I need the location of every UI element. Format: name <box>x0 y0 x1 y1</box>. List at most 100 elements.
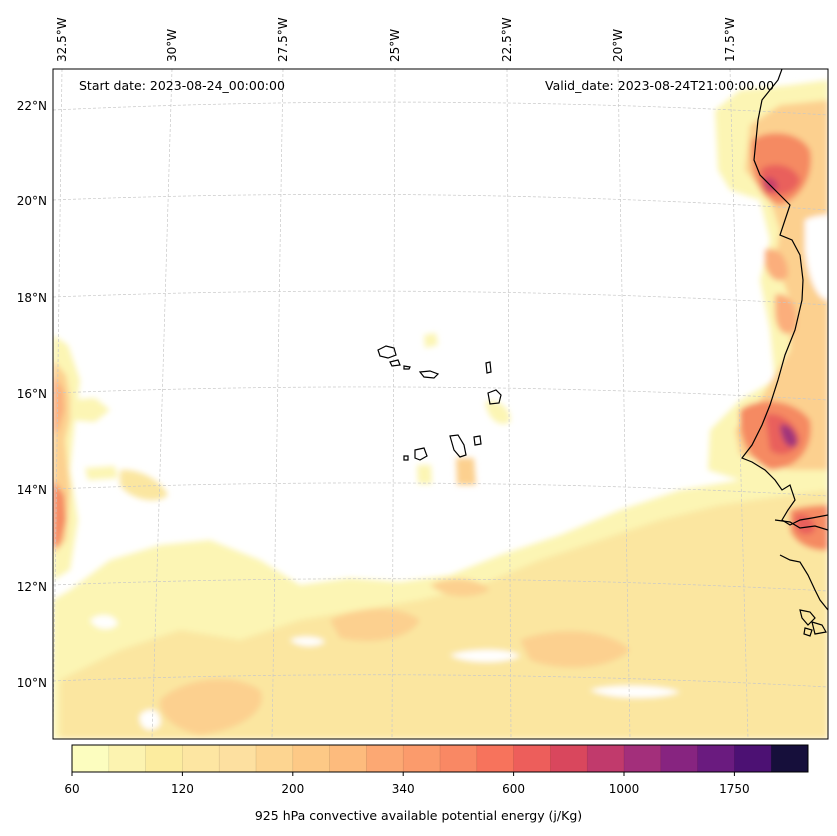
parallel <box>53 101 828 116</box>
colorbar <box>71 744 809 776</box>
cape-gap4 <box>90 615 118 629</box>
cape-band-south-patch1 <box>159 679 262 735</box>
island-sao-nicolau <box>418 370 440 379</box>
longitude-label: 22.5°W <box>500 17 514 62</box>
island-sao-vicente <box>389 359 401 367</box>
meridian <box>617 69 631 739</box>
colorbar-label: 925 hPa convective available potential e… <box>254 808 583 823</box>
meridian <box>151 69 173 739</box>
colorbar-tick-label: 600 <box>502 782 526 796</box>
colorbar-segment <box>403 745 441 772</box>
colorbar-tick-label: 60 <box>64 782 80 796</box>
cape-west-lobe <box>70 398 110 422</box>
cape-coast-gap <box>805 215 828 300</box>
parallel <box>53 674 828 688</box>
cape-west-edge-inner <box>53 375 64 435</box>
colorbar-segment <box>256 745 294 772</box>
colorbar-segment <box>476 745 515 772</box>
longitude-label: 17.5°W <box>723 17 737 62</box>
coastal-islands <box>803 627 813 637</box>
parallel <box>53 578 828 592</box>
gambia-outline <box>774 519 828 531</box>
longitude-label: 27.5°W <box>276 17 290 62</box>
cape-east-right <box>815 325 828 370</box>
cape-spot-boavista <box>485 401 511 424</box>
colorbar-segment <box>734 745 772 772</box>
latitude-label: 20°N <box>16 194 47 208</box>
longitude-label: 25°W <box>388 28 402 62</box>
cape-spot-sal <box>424 333 438 348</box>
colorbar-segment <box>329 745 367 772</box>
latitude-label: 22°N <box>16 99 47 113</box>
colorbar-tick-label: 340 <box>391 782 415 796</box>
cape-spot-santiago <box>417 465 432 484</box>
cape-band-south-patch4 <box>430 578 490 597</box>
africa-coastline <box>741 69 828 526</box>
meridian <box>506 69 512 739</box>
latitude-label: 16°N <box>16 387 47 401</box>
island-boavista <box>487 389 502 405</box>
cape-gap5 <box>139 709 161 730</box>
colorbar-frame <box>71 744 809 773</box>
graticule <box>53 69 828 739</box>
cape-west-lobe2 <box>120 469 168 501</box>
cape-spot-fogo <box>456 458 476 485</box>
parallel <box>53 290 828 306</box>
colorbar-tick-label: 120 <box>170 782 194 796</box>
cape-gap2 <box>590 685 680 698</box>
island-maio <box>473 435 482 446</box>
colorbar-segment <box>771 745 809 772</box>
coastlines <box>377 69 828 637</box>
meridian <box>729 69 749 739</box>
meridian <box>271 69 284 739</box>
colorbar-segment <box>624 745 662 772</box>
map-frame <box>52 68 829 740</box>
colorbar-tick-label: 1000 <box>608 782 640 796</box>
island-fogo <box>414 447 428 461</box>
cape-gap3 <box>290 636 325 646</box>
longitude-label: 32.5°W <box>55 17 69 62</box>
cape-west-edge-core <box>53 480 66 548</box>
island-santo-antao <box>377 345 397 359</box>
cape-west-lobe3 <box>85 466 118 480</box>
longitude-label: 20°W <box>611 28 625 62</box>
cape-east-south-peak <box>780 424 798 447</box>
meridian <box>391 69 396 739</box>
colorbar-segment <box>587 745 625 772</box>
cape-east-mid2 <box>775 294 797 334</box>
colorbar-tick-label: 1750 <box>719 782 750 796</box>
colorbar-segment <box>292 745 331 772</box>
island-sal <box>485 361 492 374</box>
latitude-label: 18°N <box>16 291 47 305</box>
cape-field <box>53 80 828 739</box>
colorbar-segment <box>550 745 588 772</box>
longitude-label: 30°W <box>165 28 179 62</box>
latitude-label: 12°N <box>16 580 47 594</box>
cape-gap1 <box>450 649 520 662</box>
colorbar-segment <box>182 745 220 772</box>
colorbar-segment <box>219 745 257 772</box>
parallel <box>53 194 828 211</box>
colorbar-segment <box>697 745 735 772</box>
cape-east-coast-mid <box>735 100 828 470</box>
meridian <box>53 69 63 739</box>
colorbar-segment <box>108 745 147 772</box>
colorbar-segment <box>72 745 110 772</box>
colorbar-segment <box>145 745 183 772</box>
parallel <box>53 482 828 497</box>
cape-east-senegal-inner <box>795 514 815 535</box>
map-area <box>53 69 828 739</box>
latitude-label: 14°N <box>16 483 47 497</box>
parallel <box>53 386 828 401</box>
latitude-label: 10°N <box>16 676 47 690</box>
colorbar-segment <box>660 745 699 772</box>
valid-date-label: Valid_date: 2023-08-24T21:00:00.00 <box>545 78 775 93</box>
cape-band-south-patch2 <box>330 608 420 641</box>
island-brava <box>403 455 409 461</box>
coastal-islands <box>811 621 827 635</box>
colorbar-tick-label: 200 <box>281 782 305 796</box>
island-santiago <box>449 434 467 458</box>
colorbar-segment <box>440 745 478 772</box>
colorbar-segment <box>366 745 404 772</box>
